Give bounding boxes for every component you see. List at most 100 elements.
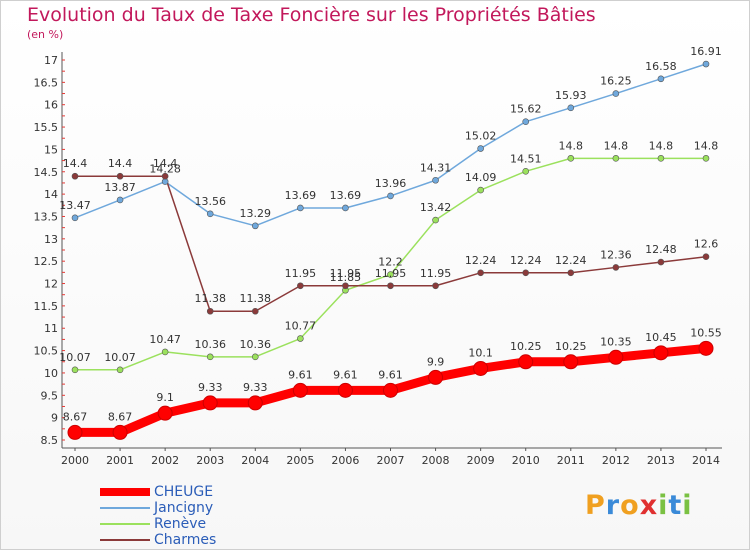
legend-swatch (100, 523, 150, 525)
data-point (71, 214, 79, 222)
data-point (567, 269, 575, 277)
legend-item-reneve: Renève (100, 516, 216, 532)
logo-letter: r (605, 490, 621, 521)
data-label: 11.95 (375, 267, 407, 280)
data-point (477, 269, 484, 277)
data-point (161, 348, 169, 356)
logo-letter: i (658, 490, 669, 521)
data-point (251, 307, 259, 315)
data-label: 16.91 (690, 45, 722, 58)
data-point (116, 172, 124, 180)
y-tick-label: 10.5 (34, 345, 59, 358)
legend-label: CHEUGE (154, 484, 214, 500)
data-label: 12.24 (465, 254, 497, 267)
y-tick-label: 15 (44, 143, 58, 156)
legend-label: Jancigny (154, 500, 214, 516)
data-point (342, 282, 349, 290)
data-point (206, 353, 214, 361)
data-label: 10.36 (240, 338, 272, 351)
data-point (387, 271, 394, 278)
data-label: 14.51 (510, 152, 542, 165)
legend-label: Charmes (154, 532, 217, 548)
data-label: 14.8 (604, 139, 629, 152)
data-label: 9.61 (333, 368, 358, 381)
data-point (518, 354, 534, 370)
data-label: 9.61 (378, 368, 403, 381)
data-label: 8.67 (108, 410, 133, 423)
data-label: 9.61 (288, 368, 313, 381)
x-tick-label: 2003 (196, 454, 224, 467)
data-label: 12.24 (555, 254, 587, 267)
data-label: 10.36 (194, 338, 226, 351)
legend-label: Renève (154, 516, 207, 532)
data-point (477, 186, 484, 194)
data-point (342, 204, 349, 212)
data-point (702, 60, 710, 68)
data-point (297, 335, 304, 342)
y-tick-label: 13.5 (34, 210, 59, 223)
y-tick-label: 8.5 (41, 434, 59, 447)
data-label: 13.47 (59, 199, 91, 212)
data-label: 9.1 (156, 391, 174, 404)
x-tick-label: 2006 (331, 454, 359, 467)
data-point (612, 264, 620, 271)
data-point (297, 204, 304, 212)
data-point (157, 405, 173, 421)
data-label: 11.95 (285, 267, 317, 280)
data-label: 14.28 (149, 163, 181, 176)
data-point (116, 366, 124, 374)
data-label: 12.48 (645, 243, 677, 256)
x-tick-label: 2014 (692, 454, 720, 467)
data-label: 12.24 (510, 254, 542, 267)
data-label: 10.25 (555, 340, 587, 353)
data-label: 11.95 (420, 267, 452, 280)
data-label: 12.6 (694, 238, 719, 251)
y-tick-label: 9.5 (41, 389, 59, 402)
y-tick-label: 12 (44, 278, 58, 291)
y-tick-label: 14 (44, 188, 58, 201)
unit-label: (en %) (27, 28, 64, 41)
y-tick-label: 12.5 (34, 255, 59, 268)
legend-swatch (100, 488, 150, 496)
y-tick-labels: 8.5 9 9.5 10 10.5 11 11.5 12 12.5 13 13.5 14 14.5 15 1… (34, 54, 59, 447)
y-tick-label: 16 (44, 99, 58, 112)
legend-item-jancigny: Jancigny (100, 500, 216, 516)
data-point (608, 349, 624, 365)
y-tick-label: 16.5 (34, 76, 59, 89)
x-tick-label: 2008 (422, 454, 450, 467)
data-label: 14.09 (465, 171, 497, 184)
data-label: 14.8 (694, 139, 719, 152)
x-tick-label: 2007 (377, 454, 405, 467)
data-label: 9.33 (243, 381, 268, 394)
data-point (206, 210, 214, 218)
x-tick-label: 2004 (241, 454, 269, 467)
data-point (432, 216, 439, 224)
data-label: 15.93 (555, 89, 587, 102)
x-tick-label: 2001 (106, 454, 134, 467)
data-label: 14.31 (420, 161, 452, 174)
data-point (563, 354, 579, 370)
data-label: 14.4 (153, 157, 178, 170)
series-points (67, 60, 714, 440)
data-label: 10.25 (510, 340, 542, 353)
x-tick-label: 2005 (286, 454, 314, 467)
logo-letter: t (668, 490, 683, 521)
y-tick-label: 13 (44, 233, 58, 246)
data-label: 12.36 (600, 248, 632, 261)
x-tick-label: 2012 (602, 454, 630, 467)
y-tick-label: 15.5 (34, 121, 59, 134)
data-label: 12.2 (378, 256, 403, 269)
legend-item-cheuge: CHEUGE (100, 484, 216, 500)
data-point (383, 382, 398, 398)
legend-item-charmes: Charmes (100, 532, 216, 548)
data-label: 14.8 (559, 139, 584, 152)
data-label: 11.85 (330, 271, 362, 284)
x-tick-labels: 2000 2001 2002 2003 2004 2005 2006 2007 2008 2009… (61, 448, 720, 467)
data-label: 11.38 (194, 292, 226, 305)
data-point (67, 424, 83, 440)
data-label: 10.77 (285, 320, 317, 333)
y-tick-label: 11.5 (34, 300, 59, 313)
y-tick-label: 17 (44, 54, 58, 67)
data-label: 14.4 (108, 157, 133, 170)
data-point (567, 155, 575, 162)
